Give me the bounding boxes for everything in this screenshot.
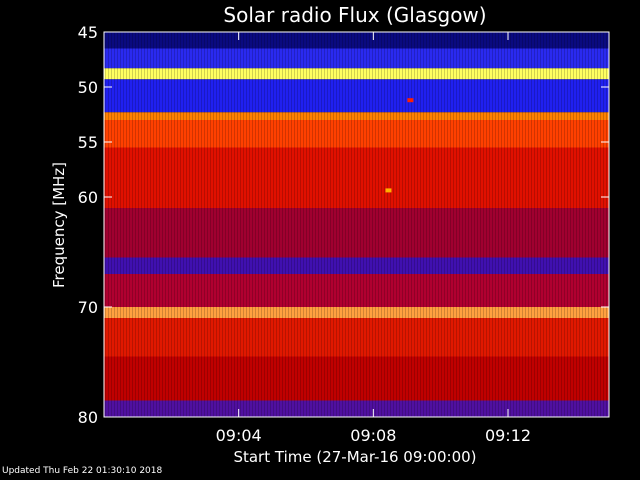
x-tick-label: 09:08: [350, 426, 396, 445]
y-tick-label: 45: [78, 23, 98, 42]
updated-timestamp: Updated Thu Feb 22 01:30:10 2018: [2, 466, 163, 476]
x-axis: 09:04 09:08 09:12: [216, 32, 531, 445]
y-tick-label: 70: [78, 298, 98, 317]
y-tick-label: 55: [78, 133, 98, 152]
y-tick-label: 50: [78, 78, 98, 97]
plot-frame: [103, 31, 610, 418]
y-tick-label: 80: [78, 408, 98, 427]
burst-feature: [385, 188, 392, 193]
y-axis-label: Frequency [MHz]: [50, 162, 68, 288]
noise-texture: [104, 32, 609, 417]
x-tick-label: 09:12: [485, 426, 531, 445]
plot-area: [103, 31, 610, 418]
x-tick-label: 09:04: [216, 426, 262, 445]
y-tick-label: 60: [78, 188, 98, 207]
y-axis: 45 50 55 60 70 80: [78, 23, 609, 427]
chart-title: Solar radio Flux (Glasgow): [223, 3, 486, 27]
burst-feature: [407, 98, 414, 103]
x-axis-label: Start Time (27-Mar-16 09:00:00): [233, 448, 476, 466]
